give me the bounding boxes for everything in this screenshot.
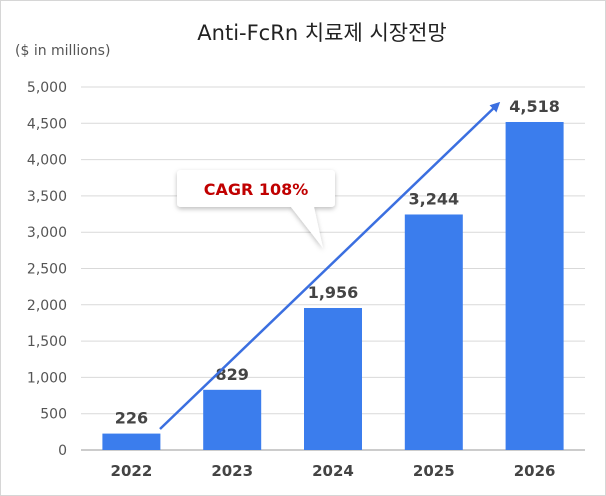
data-label-2022: 226 <box>115 409 148 428</box>
data-label-2023: 829 <box>215 365 248 384</box>
data-label-2024: 1,956 <box>308 283 359 302</box>
y-tick-label: 1,500 <box>27 334 67 350</box>
x-tick-label: 2023 <box>211 462 253 480</box>
chart-title: Anti-FcRn 치료제 시장전망 <box>197 21 446 45</box>
cagr-label: CAGR 108% <box>204 180 309 199</box>
bar-2026 <box>505 121 564 451</box>
y-tick-label: 2,500 <box>27 262 67 278</box>
y-tick-label: 3,500 <box>27 189 67 205</box>
y-tick-label: 2,000 <box>27 298 67 314</box>
bar-2023 <box>203 389 262 450</box>
callout-bubble <box>177 170 335 248</box>
y-tick-label: 500 <box>40 407 67 423</box>
x-axis-tick-labels: 2022 2023 2024 2025 2026 <box>111 462 556 480</box>
data-label-2025: 3,244 <box>408 189 459 208</box>
x-tick-label: 2024 <box>312 462 354 480</box>
y-axis-tick-labels: 0 500 1,000 1,500 2,000 2,500 3,000 3,500 4,000 4… <box>27 80 67 459</box>
bar-2024 <box>304 307 362 450</box>
y-tick-label: 5,000 <box>27 80 67 96</box>
bar-2025 <box>404 214 463 450</box>
unit-label: ($ in millions) <box>15 43 110 59</box>
y-tick-label: 3,000 <box>27 225 67 241</box>
y-tick-label: 4,500 <box>27 116 67 132</box>
cagr-callout: CAGR 108% <box>177 170 335 248</box>
y-tick-label: 4,000 <box>27 153 67 169</box>
gridlines <box>81 86 585 451</box>
y-tick-label: 0 <box>58 443 67 459</box>
x-tick-label: 2025 <box>413 462 455 480</box>
x-tick-label: 2022 <box>111 462 153 480</box>
cagr-trend-arrow <box>159 101 501 430</box>
bar-2022 <box>102 433 161 450</box>
bars <box>102 121 564 451</box>
y-tick-label: 1,000 <box>27 370 67 386</box>
data-labels: 226 829 1,956 3,244 4,518 <box>115 97 560 428</box>
x-tick-label: 2026 <box>514 462 556 480</box>
data-label-2026: 4,518 <box>509 97 560 116</box>
